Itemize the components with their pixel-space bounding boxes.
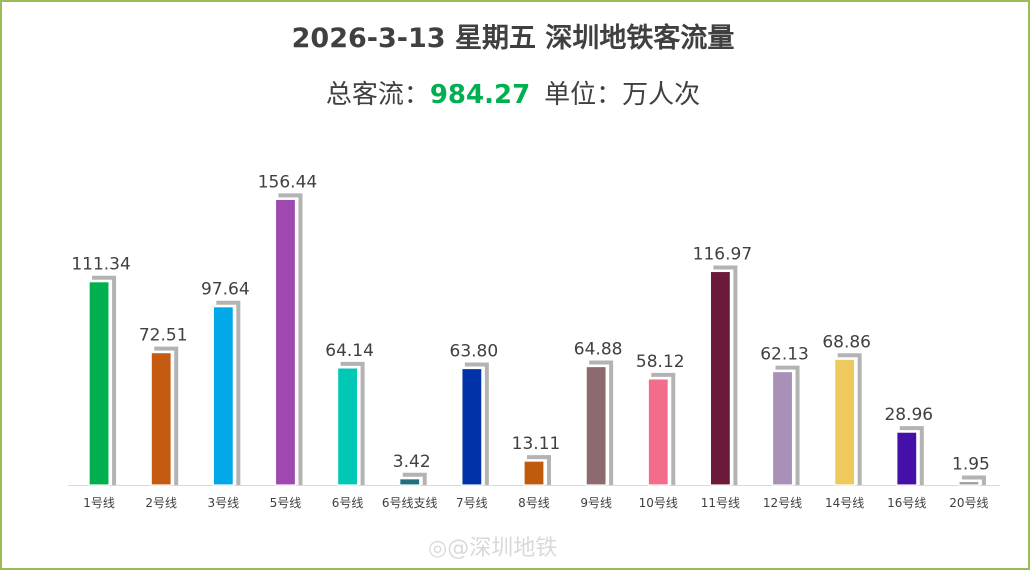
x-tick-label: 6号线支线 [382,496,438,510]
value-label: 58.12 [636,352,685,372]
x-tick-label: 6号线 [332,496,364,510]
x-tick-label: 10号线 [639,496,678,510]
bar [461,367,483,486]
x-tick-label: 11号线 [701,496,740,510]
bar [212,306,234,486]
chart-title: 2026-3-13 星期五 深圳地铁客流量 [291,23,735,54]
total-label: 总客流： [325,80,430,110]
bar-shadow [589,360,614,485]
bar-shadow [340,361,365,485]
x-tick-label: 12号线 [763,496,802,510]
value-label: 111.34 [71,255,130,275]
bar-shadow [464,362,489,485]
bar-shadow [961,475,986,485]
bar [150,352,172,486]
unit-label: 单位：万人次 [544,80,701,110]
bar-shadow [775,365,800,485]
bar-shadow [278,193,303,485]
x-tick-label: 3号线 [208,496,240,510]
bar-shadow [899,426,924,485]
bar-shadow [216,300,241,485]
x-tick-label: 7号线 [456,496,488,510]
bar [771,370,794,486]
bar [399,478,421,486]
bar [709,270,732,486]
x-tick-label: 5号线 [270,496,302,510]
total-value: 984.27 [429,80,531,110]
bar-shadow [402,472,427,485]
value-label: 64.14 [325,341,374,361]
value-label: 64.88 [574,340,623,360]
value-label: 62.13 [760,345,809,365]
x-tick-label: 9号线 [580,496,612,510]
value-label: 28.96 [884,405,933,425]
value-label: 116.97 [693,244,752,264]
value-label: 13.11 [512,434,561,454]
bar-shadow [154,346,179,485]
bar-shadow [837,353,862,485]
x-tick-label: 14号线 [825,496,864,510]
x-tick-label: 20号线 [949,496,988,510]
x-tick-label: 2号线 [145,496,177,510]
bar [585,365,607,486]
value-label: 72.51 [139,326,188,346]
bar [896,431,918,486]
x-tick-label: 16号线 [887,496,926,510]
value-label: 156.44 [258,172,317,192]
bar-shadow [651,372,676,485]
value-label: 63.80 [450,342,499,362]
value-label: 97.64 [201,280,250,300]
x-tick-label: 1号线 [83,496,115,510]
bar-shadow [527,455,551,485]
bar [274,198,297,486]
weibo-watermark: ◎@深圳地铁 [428,536,558,561]
bar [834,358,856,486]
bar-shadow [713,265,738,485]
chart-subtitle: 总客流：984.27 单位：万人次 [0,74,1026,111]
bar [88,281,110,486]
bar-shadow [92,275,117,485]
value-label: 1.95 [952,454,990,474]
bar [523,460,545,486]
value-label: 3.42 [393,452,431,472]
x-tick-label: 8号线 [518,496,550,510]
bar [647,378,669,486]
bar [337,367,359,486]
value-label: 68.86 [822,332,871,352]
bar [958,480,980,486]
